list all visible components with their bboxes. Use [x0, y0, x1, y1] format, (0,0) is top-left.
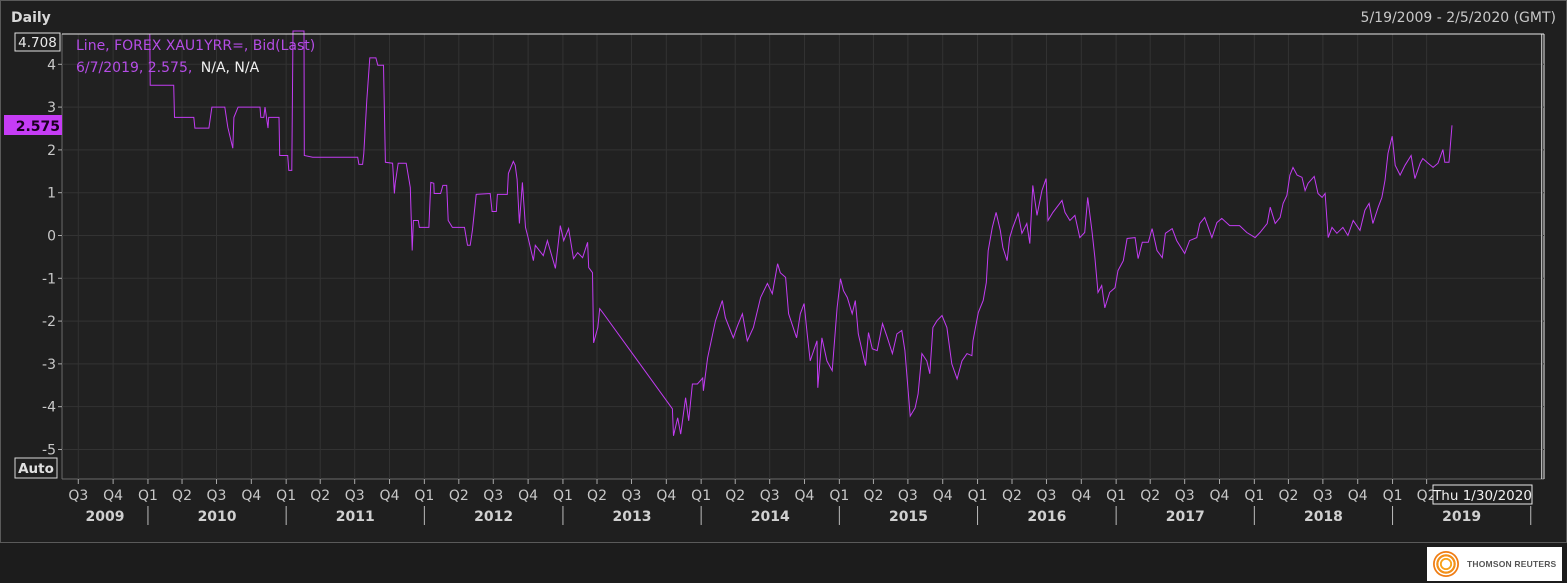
- x-axis: Q3 Q4 Q1 Q2 Q3 Q4 Q1 Q2 Q3 Q4 Q1 Q2 Q3 Q4 Q1 Q2 Q3 Q4 Q1 Q2…: [68, 479, 1532, 525]
- top-value-box: [14, 32, 61, 52]
- footer: THOMSON REUTERS: [0, 544, 1567, 583]
- y-tick-label: -3: [42, 357, 56, 373]
- quarter-label: Q2: [1002, 488, 1022, 504]
- y-tick-label: -1: [42, 271, 56, 287]
- reuters-sun-icon: [1433, 551, 1459, 577]
- quarter-label: Q2: [449, 488, 469, 504]
- series-line[interactable]: [149, 30, 1453, 436]
- quarter-label: Q1: [1106, 488, 1126, 504]
- quarter-label: Q3: [68, 488, 88, 504]
- quarter-label: Q3: [207, 488, 227, 504]
- quarter-label: Q4: [241, 488, 261, 504]
- auto-scale-box[interactable]: [14, 457, 58, 479]
- quarter-label: Q2: [725, 488, 745, 504]
- plot-area: [62, 34, 1544, 479]
- y-tick-label: -5: [42, 442, 56, 458]
- auto-scale-button[interactable]: Auto: [18, 461, 54, 477]
- frequency-label[interactable]: Daily: [11, 10, 51, 26]
- quarter-label: Q3: [898, 488, 918, 504]
- quarter-label: Q4: [518, 488, 538, 504]
- legend-readout-na: N/A, N/A: [201, 60, 260, 76]
- quarter-label: Q1: [414, 488, 434, 504]
- quarter-label: Q4: [795, 488, 815, 504]
- thomson-reuters-logo: THOMSON REUTERS: [1427, 547, 1562, 581]
- quarter-label: Q2: [1278, 488, 1298, 504]
- y-tick-label: 2: [47, 143, 56, 159]
- quarter-label: Q1: [968, 488, 988, 504]
- year-label: 2012: [474, 509, 513, 525]
- y-axis: 4 3 2 1 0 -1 -2 -3 -4 -5: [42, 57, 62, 458]
- date-range-label: 5/19/2009 - 2/5/2020 (GMT): [1361, 10, 1556, 26]
- quarter-label: Q2: [1417, 488, 1437, 504]
- current-value-box: [4, 115, 62, 135]
- quarter-label: Q2: [1140, 488, 1160, 504]
- y-tick-label: 4: [47, 57, 56, 73]
- quarter-label: Q1: [691, 488, 711, 504]
- crosshair-date-box: [1432, 484, 1533, 505]
- quarter-label: Q1: [1244, 488, 1264, 504]
- quarter-label: Q2: [310, 488, 330, 504]
- quarter-label: Q3: [483, 488, 503, 504]
- current-value-label: 2.575: [16, 119, 60, 135]
- year-label: 2019: [1442, 509, 1481, 525]
- year-label: 2009: [85, 509, 124, 525]
- legend-readout: 6/7/2019, 2.575, N/A, N/A: [76, 60, 260, 76]
- legend-readout-date-value: 6/7/2019, 2.575,: [76, 60, 192, 76]
- year-label: 2016: [1027, 509, 1066, 525]
- brand-label: THOMSON REUTERS: [1467, 559, 1557, 569]
- quarter-label: Q1: [1383, 488, 1403, 504]
- quarter-label: Q4: [380, 488, 400, 504]
- year-label: 2011: [336, 509, 375, 525]
- quarter-label: Q2: [863, 488, 883, 504]
- legend-series-label[interactable]: Line, FOREX XAU1YRR=, Bid(Last): [76, 38, 315, 54]
- quarter-label: Q4: [1348, 488, 1368, 504]
- quarter-label: Q1: [276, 488, 296, 504]
- year-label: 2014: [751, 509, 790, 525]
- grid: [61, 34, 1545, 480]
- y-tick-label: 0: [47, 228, 56, 244]
- year-label: 2017: [1166, 509, 1205, 525]
- quarter-label: Q3: [622, 488, 642, 504]
- quarter-label: Q3: [345, 488, 365, 504]
- quarter-label: Q3: [1175, 488, 1195, 504]
- quarter-label: Q4: [1071, 488, 1091, 504]
- quarter-label: Q1: [553, 488, 573, 504]
- year-label: 2013: [613, 509, 652, 525]
- quarter-label: Q2: [172, 488, 192, 504]
- chart: 4 3 2 1 0 -1 -2 -3 -4 -5 Q3 Q4 Q1 Q2 Q3 Q4 Q1 Q2 Q3 Q4 Q1 Q2…: [4, 10, 1556, 525]
- quarter-label: Q3: [760, 488, 780, 504]
- quarter-label: Q4: [656, 488, 676, 504]
- chart-panel: 4 3 2 1 0 -1 -2 -3 -4 -5 Q3 Q4 Q1 Q2 Q3 Q4 Q1 Q2 Q3 Q4 Q1 Q2…: [0, 0, 1567, 543]
- year-label: 2010: [198, 509, 237, 525]
- quarter-label: Q1: [138, 488, 158, 504]
- y-tick-label: -4: [42, 400, 56, 416]
- quarter-label: Q1: [829, 488, 849, 504]
- top-value-label: 4.708: [18, 35, 57, 51]
- quarter-label: Q4: [1210, 488, 1230, 504]
- y-tick-label: 3: [47, 100, 56, 116]
- quarter-label: Q3: [1313, 488, 1333, 504]
- quarter-label: Q2: [587, 488, 607, 504]
- year-label: 2015: [889, 509, 928, 525]
- crosshair-date-label: Thu 1/30/2020: [1432, 488, 1532, 504]
- quarter-label: Q3: [1036, 488, 1056, 504]
- year-label: 2018: [1304, 509, 1343, 525]
- quarter-label: Q4: [103, 488, 123, 504]
- y-tick-label: 1: [47, 186, 56, 202]
- quarter-label: Q4: [933, 488, 953, 504]
- y-tick-label: -2: [42, 314, 56, 330]
